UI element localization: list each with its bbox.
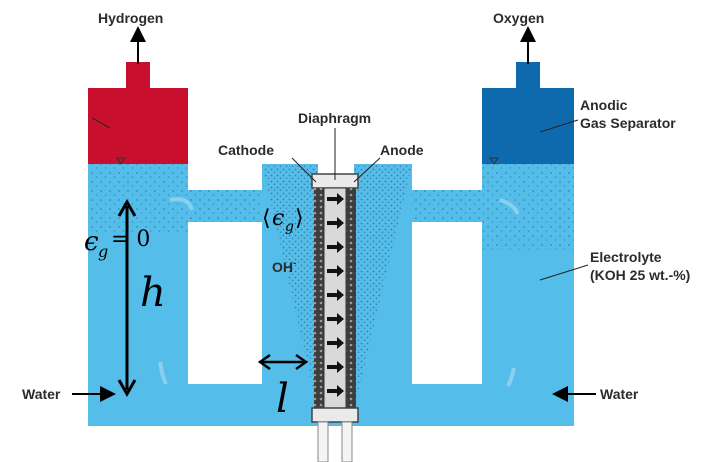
ion-arrow [327, 313, 344, 325]
cathode-electrode [314, 188, 324, 408]
gas-fraction-zero-annotation: ϵ g = 0 [84, 227, 150, 261]
anode-leader [353, 157, 381, 183]
left-recirc-arrow-top [169, 197, 194, 211]
right-loop-window [412, 222, 482, 384]
mean-gas-fraction-annotation: ⟨ ϵ g ⟩ [262, 206, 304, 235]
hydrogen-separator [88, 62, 188, 426]
right-recirc-arrow-bottom [506, 367, 516, 387]
electrolyte-label-line2: (KOH 25 wt.-%) [590, 267, 690, 283]
electrolysis-cell [262, 164, 412, 426]
ion-arrow [327, 337, 344, 349]
left-level-mark [116, 157, 126, 165]
oxygen-separator [482, 62, 574, 426]
hydroxide-ion-label: OH- [272, 258, 296, 275]
anode-electrode [346, 188, 356, 408]
epsilon-equals-zero: = 0 [111, 227, 150, 252]
hydrogen-outlet-neck [126, 62, 150, 90]
electrolyte-label-line1: Electrolyte [590, 249, 662, 265]
angle-open: ⟨ [262, 206, 271, 231]
left-loop-window [188, 222, 262, 384]
anodic-label-line1: Anodic [580, 97, 628, 113]
height-symbol: h [140, 270, 166, 316]
ion-arrow [327, 193, 344, 205]
anode-label: Anode [380, 142, 424, 158]
ion-flow-arrows [327, 193, 344, 397]
mean-epsilon-subscript: g [285, 219, 294, 235]
ion-arrow [327, 289, 344, 301]
ion-arrow [327, 361, 344, 373]
ion-arrow [327, 217, 344, 229]
ion-arrow [327, 385, 344, 397]
oxygen-label: Oxygen [493, 10, 544, 26]
hydroxide-ion-text: OH [272, 259, 293, 275]
ion-arrow [327, 265, 344, 277]
length-symbol: l [276, 376, 289, 422]
anodic-label-line2: Gas Separator [580, 115, 676, 131]
epsilon-symbol: ϵ [84, 227, 99, 257]
stack-bottom-frame [311, 407, 359, 423]
oxygen-outlet-neck [516, 62, 540, 90]
cathode-leader [291, 157, 317, 183]
diaphragm-label: Diaphragm [298, 110, 371, 126]
hydrogen-gas-leader [91, 117, 111, 129]
epsilon-subscript: g [98, 242, 108, 261]
mean-epsilon-symbol: ϵ [272, 206, 284, 231]
angle-close: ⟩ [295, 206, 304, 231]
right-recirc-arrow-top [499, 198, 520, 215]
electrode-stack [311, 173, 359, 462]
electrolyte-leader [539, 264, 589, 281]
height-dimension: h [117, 198, 166, 398]
bottom-pipe-left [317, 421, 329, 462]
ion-arrow [327, 241, 344, 253]
hydrogen-label: Hydrogen [98, 10, 163, 26]
water-left-label: Water [22, 386, 61, 402]
anodic-leader [539, 119, 579, 133]
cathode-label: Cathode [218, 142, 274, 158]
water-right-label: Water [600, 386, 639, 402]
bottom-pipe-right [341, 421, 353, 462]
right-level-mark [489, 157, 499, 165]
length-dimension: l [257, 353, 309, 422]
left-recirc-arrow-bottom [158, 361, 168, 385]
hydroxide-ion-charge: - [293, 258, 296, 269]
hydrogen-gas-space [88, 88, 188, 164]
